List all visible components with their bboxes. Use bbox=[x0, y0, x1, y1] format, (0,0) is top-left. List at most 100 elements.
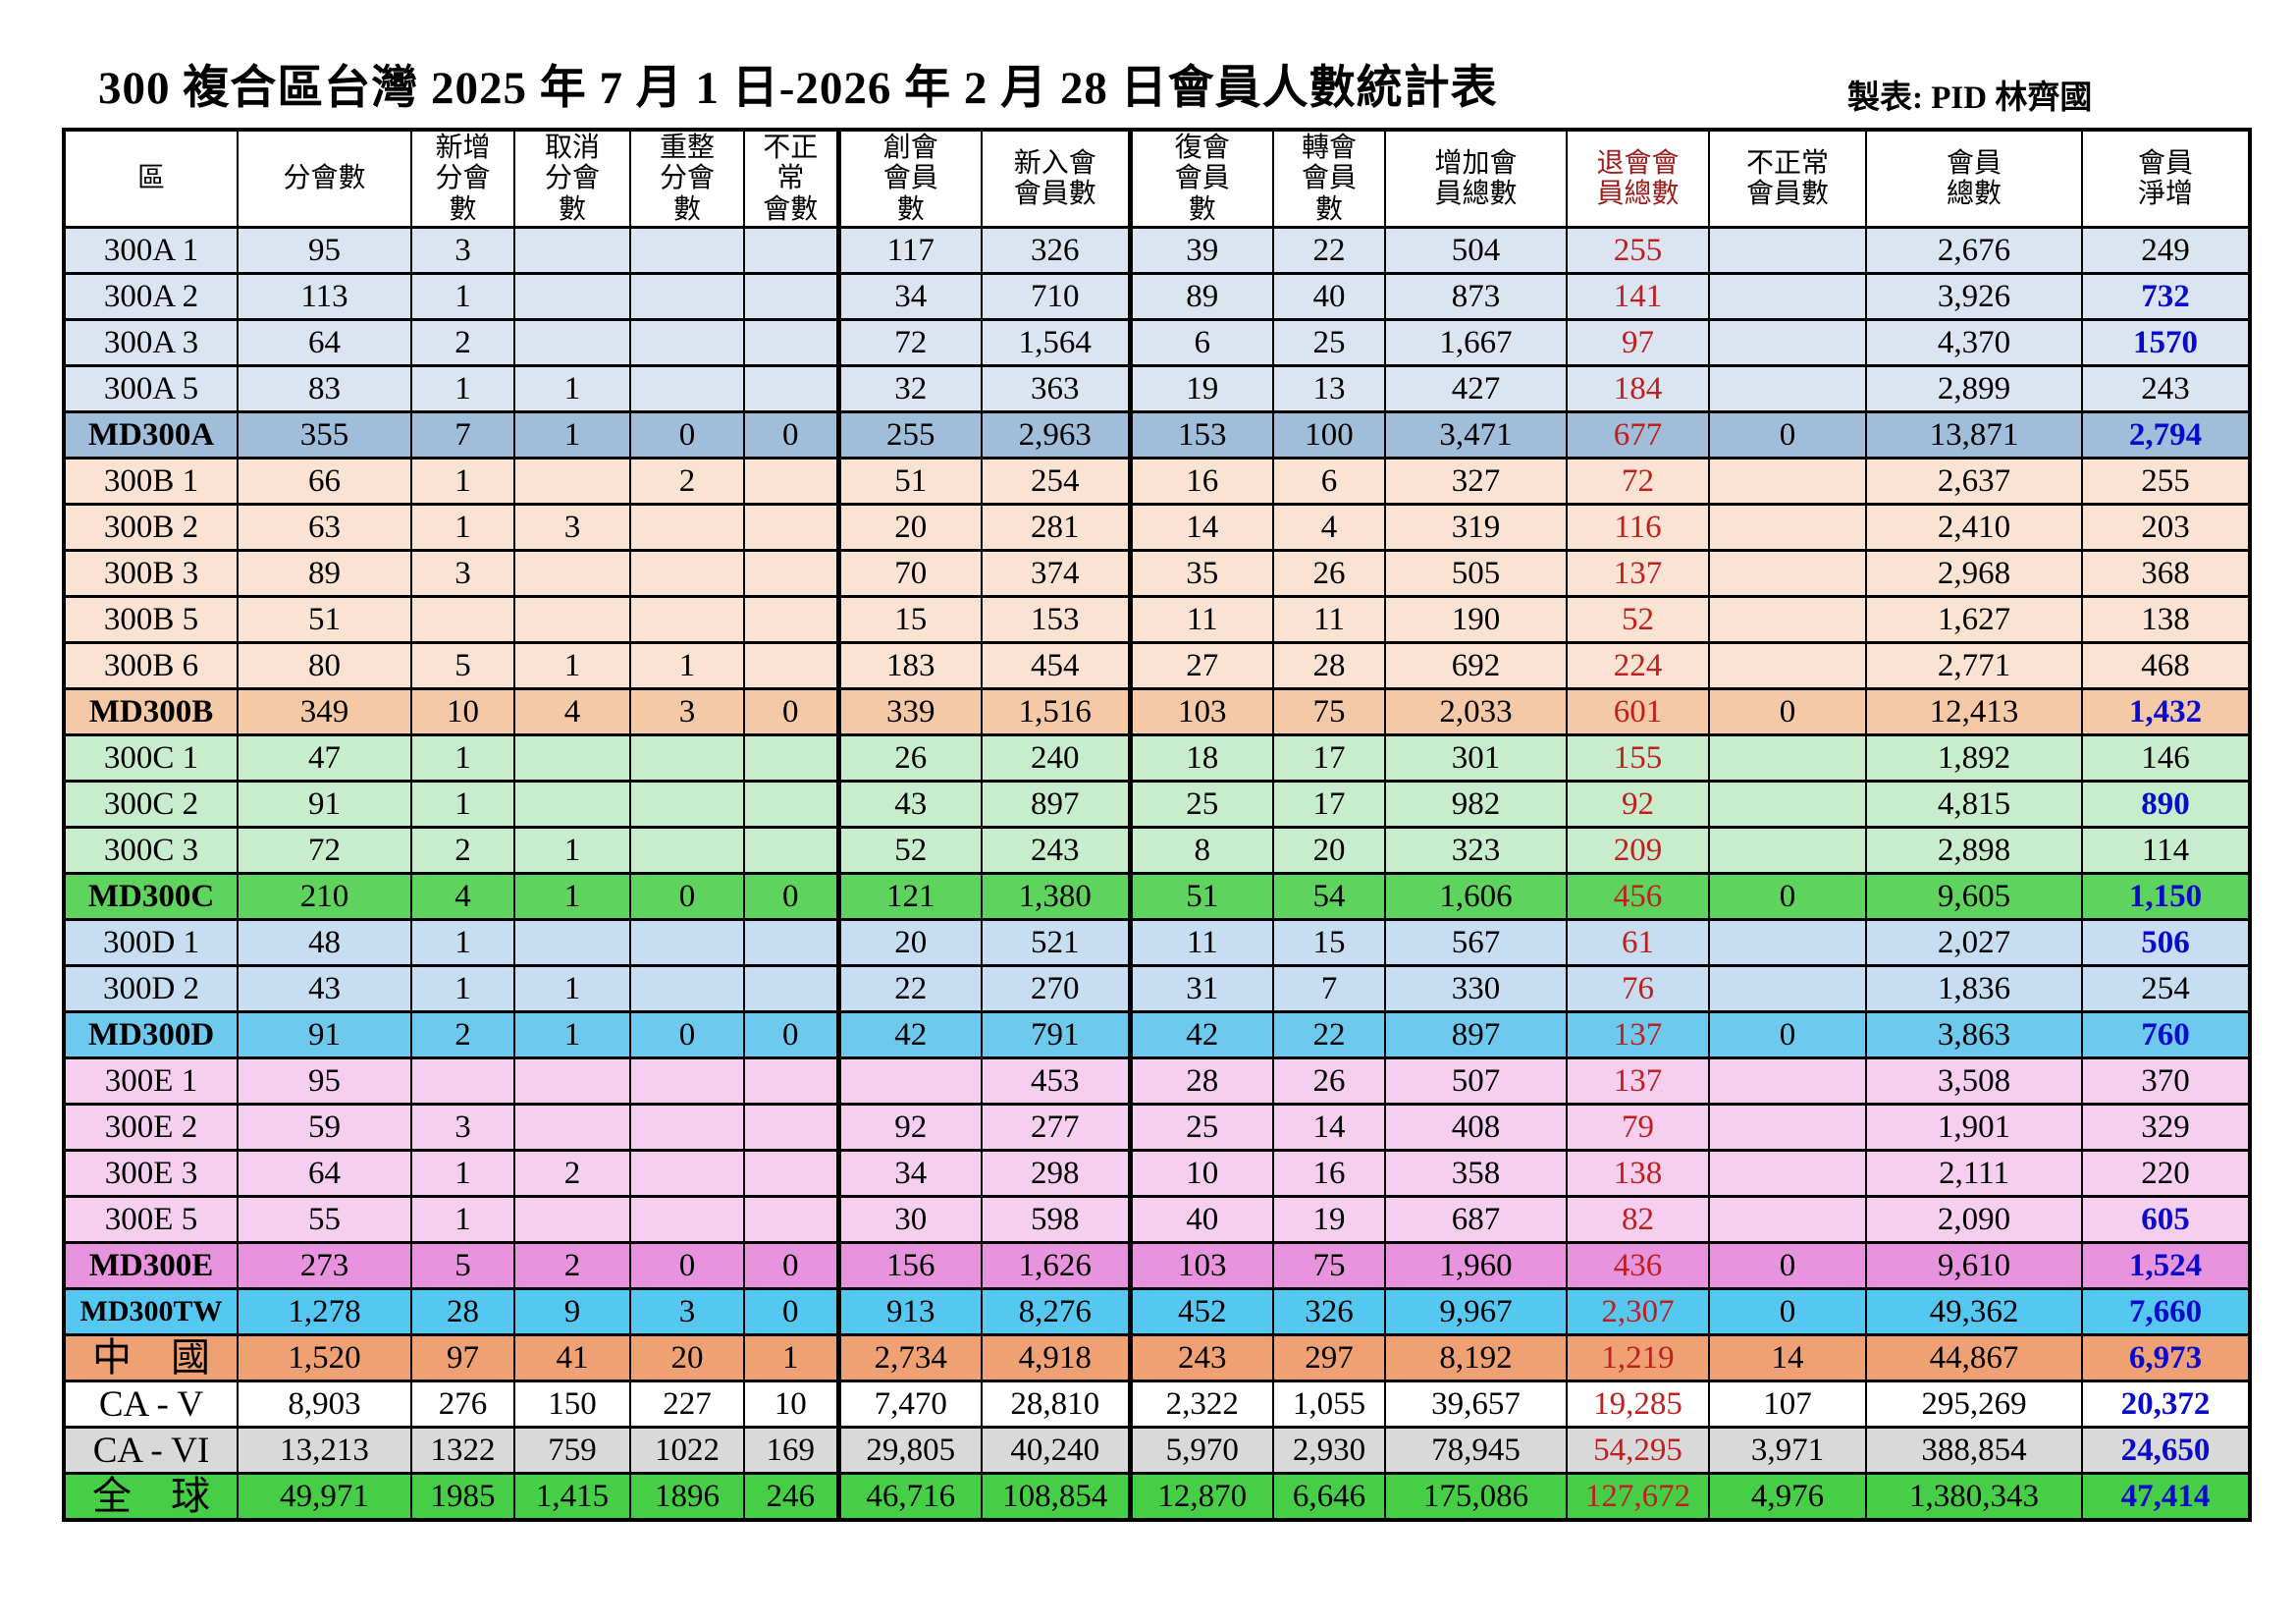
row-label: 300E 3 bbox=[63, 1149, 239, 1198]
column-header-6: 創會 會員 數 bbox=[835, 128, 983, 229]
table-cell bbox=[1708, 595, 1867, 644]
table-cell bbox=[410, 1056, 515, 1106]
row-label: MD300C bbox=[63, 872, 239, 921]
table-cell: 4,918 bbox=[981, 1333, 1131, 1382]
table-cell: 0 bbox=[1708, 1287, 1867, 1336]
table-cell: 137 bbox=[1566, 549, 1710, 598]
table-cell bbox=[743, 503, 839, 552]
row-label: 300A 3 bbox=[63, 318, 239, 367]
table-cell bbox=[629, 364, 745, 413]
table-cell: 1022 bbox=[629, 1426, 745, 1475]
table-cell: 64 bbox=[237, 1149, 412, 1198]
table-cell: 243 bbox=[2081, 364, 2251, 413]
table-row: 300D 2 43 1 1 22 270 31 7 330 76 1,836 254 bbox=[63, 964, 2251, 1013]
table-cell: 349 bbox=[237, 687, 412, 736]
table-cell: 1,626 bbox=[981, 1241, 1131, 1290]
table-cell: 1 bbox=[410, 918, 515, 967]
table-cell: 1,524 bbox=[2081, 1241, 2251, 1290]
table-cell: 692 bbox=[1384, 641, 1568, 690]
table-cell: 3 bbox=[410, 1103, 515, 1152]
row-label: 300A 2 bbox=[63, 272, 239, 321]
table-cell: 17 bbox=[1272, 733, 1386, 783]
table-row: CA - VI 13,213 1322 759 1022 169 29,805 40,240 5… bbox=[63, 1426, 2251, 1475]
table-cell: 1 bbox=[513, 826, 631, 875]
table-cell: 61 bbox=[1566, 918, 1710, 967]
table-cell: 1 bbox=[410, 272, 515, 321]
table-cell: 243 bbox=[1127, 1333, 1274, 1382]
table-cell: 3 bbox=[410, 549, 515, 598]
table-cell: 59 bbox=[237, 1103, 412, 1152]
table-cell: 255 bbox=[2081, 457, 2251, 506]
table-cell: 1896 bbox=[629, 1472, 745, 1522]
table-cell bbox=[743, 364, 839, 413]
table-cell: 1 bbox=[410, 964, 515, 1013]
table-cell: 121 bbox=[835, 872, 983, 921]
table-cell bbox=[743, 549, 839, 598]
table-cell: 19 bbox=[1272, 1195, 1386, 1244]
table-row: 300B 2 63 1 3 20 281 14 4 319 116 2,410 203 bbox=[63, 503, 2251, 552]
table-cell: 13 bbox=[1272, 364, 1386, 413]
table-cell: 153 bbox=[1127, 410, 1274, 460]
table-cell: 12,413 bbox=[1865, 687, 2083, 736]
table-cell: 982 bbox=[1384, 780, 1568, 829]
table-cell bbox=[513, 918, 631, 967]
table-cell: 388,854 bbox=[1865, 1426, 2083, 1475]
table-cell: 1,432 bbox=[2081, 687, 2251, 736]
table-cell: 0 bbox=[743, 1010, 839, 1059]
row-label: 全 球 bbox=[63, 1472, 239, 1522]
table-cell: 1 bbox=[513, 410, 631, 460]
table-cell bbox=[1708, 457, 1867, 506]
table-cell: 408 bbox=[1384, 1103, 1568, 1152]
row-label: 300B 2 bbox=[63, 503, 239, 552]
row-label: MD300TW bbox=[63, 1287, 239, 1336]
table-cell: 190 bbox=[1384, 595, 1568, 644]
table-cell: 326 bbox=[1272, 1287, 1386, 1336]
column-header-3: 取消 分會 數 bbox=[513, 128, 631, 229]
table-cell: 301 bbox=[1384, 733, 1568, 783]
table-cell: 323 bbox=[1384, 826, 1568, 875]
table-cell bbox=[1708, 1103, 1867, 1152]
table-cell bbox=[629, 1195, 745, 1244]
table-cell: 42 bbox=[1127, 1010, 1274, 1059]
table-cell: 1 bbox=[410, 1149, 515, 1198]
table-cell: 326 bbox=[981, 226, 1131, 275]
table-cell bbox=[743, 918, 839, 967]
table-cell: 15 bbox=[835, 595, 983, 644]
table-cell: 20 bbox=[629, 1333, 745, 1382]
table-cell bbox=[1708, 964, 1867, 1013]
table-cell bbox=[629, 826, 745, 875]
table-cell: 454 bbox=[981, 641, 1131, 690]
table-cell: 108,854 bbox=[981, 1472, 1131, 1522]
table-cell: 107 bbox=[1708, 1380, 1867, 1429]
table-cell: 95 bbox=[237, 1056, 412, 1106]
column-header-13: 會員 總數 bbox=[1865, 128, 2083, 229]
table-cell: 26 bbox=[1272, 1056, 1386, 1106]
table-cell: 76 bbox=[1566, 964, 1710, 1013]
table-cell bbox=[513, 272, 631, 321]
table-cell: 28 bbox=[1127, 1056, 1274, 1106]
table-cell: 687 bbox=[1384, 1195, 1568, 1244]
table-cell bbox=[743, 780, 839, 829]
table-cell: 31 bbox=[1127, 964, 1274, 1013]
table-cell: 601 bbox=[1566, 687, 1710, 736]
table-cell: 116 bbox=[1566, 503, 1710, 552]
table-cell: 89 bbox=[237, 549, 412, 598]
table-cell: 22 bbox=[835, 964, 983, 1013]
table-cell: 521 bbox=[981, 918, 1131, 967]
table-cell: 5,970 bbox=[1127, 1426, 1274, 1475]
table-cell: 91 bbox=[237, 780, 412, 829]
table-cell: 2,322 bbox=[1127, 1380, 1274, 1429]
table-cell: 22 bbox=[1272, 1010, 1386, 1059]
table-cell: 507 bbox=[1384, 1056, 1568, 1106]
table-cell: 15 bbox=[1272, 918, 1386, 967]
table-cell: 63 bbox=[237, 503, 412, 552]
table-cell: 6 bbox=[1127, 318, 1274, 367]
table-cell: 7 bbox=[1272, 964, 1386, 1013]
table-cell: 19 bbox=[1127, 364, 1274, 413]
table-cell bbox=[743, 641, 839, 690]
table-cell bbox=[410, 595, 515, 644]
row-label: 300B 6 bbox=[63, 641, 239, 690]
table-cell bbox=[1708, 641, 1867, 690]
table-cell bbox=[743, 826, 839, 875]
